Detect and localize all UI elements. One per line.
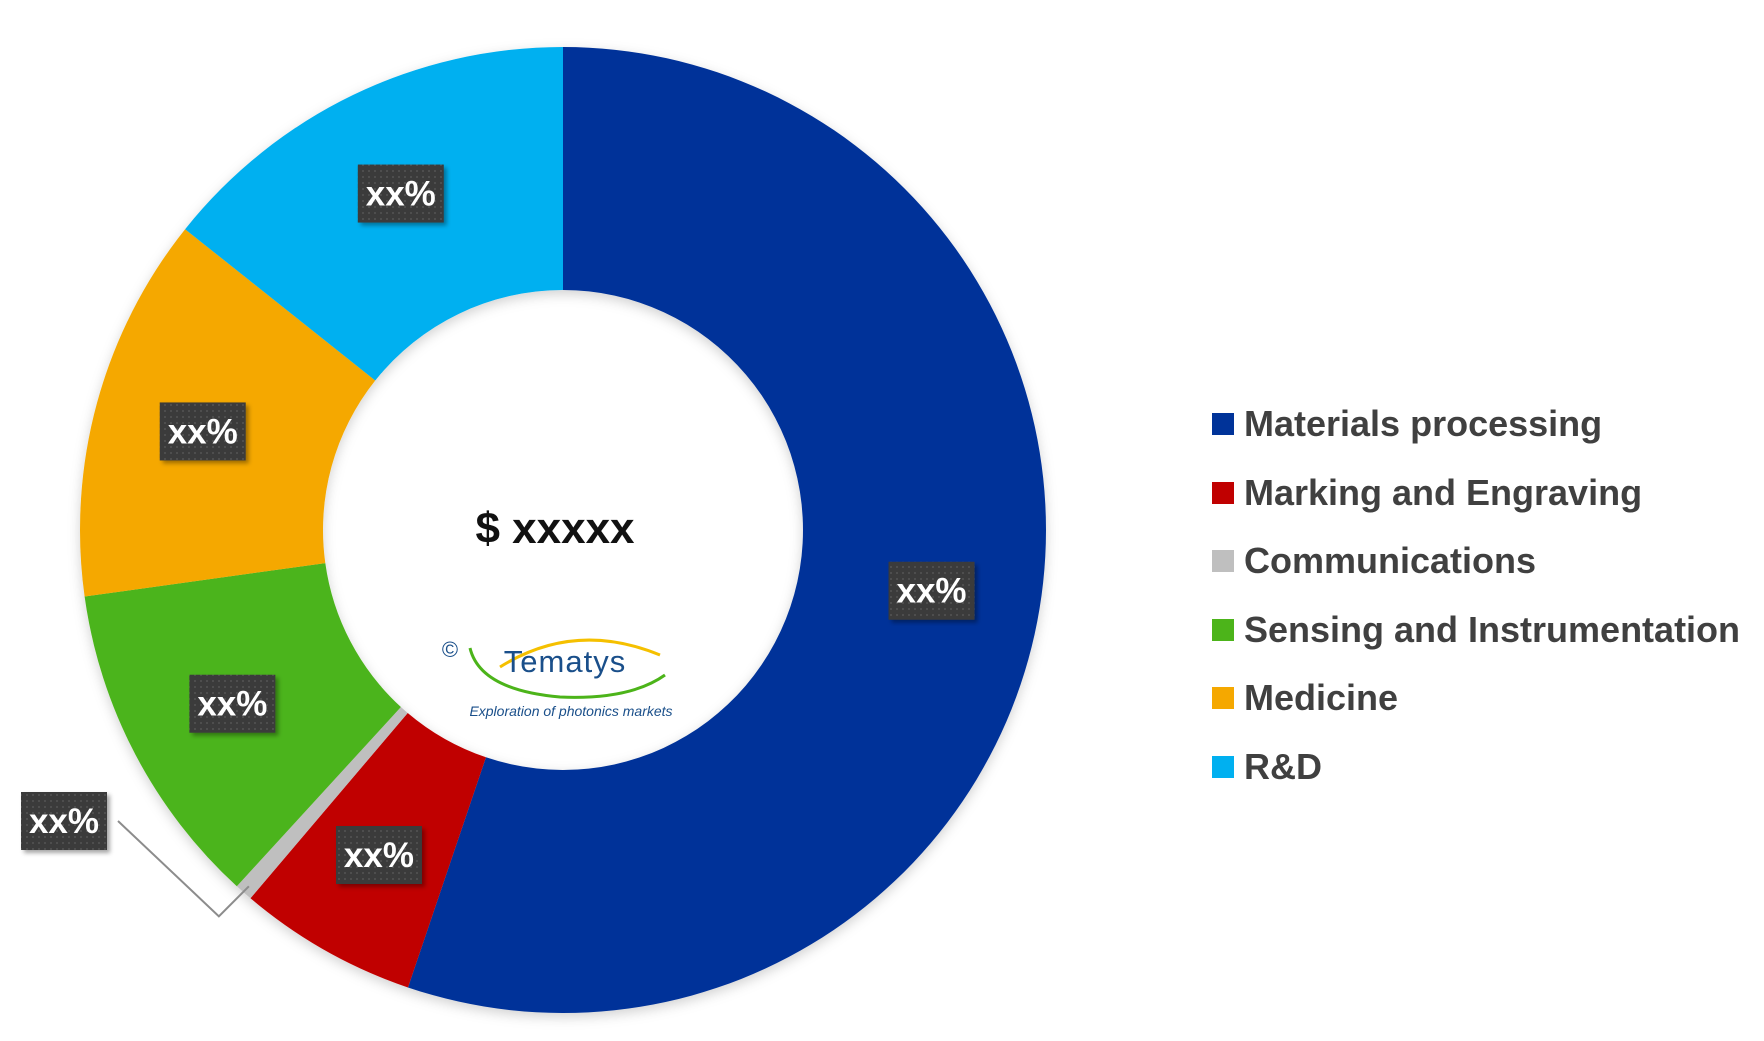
leader-lines: [117, 820, 250, 918]
logo-swoosh-yellow: [499, 638, 661, 669]
legend-swatch: [1212, 687, 1234, 710]
legend-label: Materials processing: [1244, 403, 1603, 445]
data-label-text: xx%: [896, 572, 966, 611]
data-label-box: [335, 826, 422, 885]
legend-swatch: [1212, 481, 1234, 504]
data-label-sensing-and-instrumentation: xx%: [189, 674, 276, 733]
data-label-marking-and-engraving: xx%: [335, 826, 422, 885]
legend-item: Sensing and Instrumentation: [1212, 596, 1740, 665]
center-total: $ xxxxx: [475, 504, 635, 553]
leader-line: [117, 820, 250, 918]
legend: Materials processing Marking and Engravin…: [1212, 390, 1740, 801]
data-label-box: [888, 561, 975, 620]
legend-label: Communications: [1244, 540, 1537, 582]
logo-wordmark: Tematys: [504, 644, 626, 679]
data-label-text: xx%: [344, 836, 414, 875]
legend-swatch: [1212, 755, 1234, 778]
data-labels: xx% xx% xx% xx% xx% xx%: [21, 164, 975, 885]
legend-swatch: [1212, 618, 1234, 641]
slice-communications: [236, 707, 408, 899]
legend-swatch: [1212, 413, 1234, 436]
data-label-box: [21, 792, 107, 850]
data-label-box: [159, 402, 246, 461]
legend-swatch: [1212, 550, 1234, 573]
legend-item: Materials processing: [1212, 390, 1740, 459]
legend-item: Communications: [1212, 527, 1740, 596]
tematys-logo: © Tematys Exploration of photonics marke…: [442, 637, 673, 719]
data-label-r-d: xx%: [357, 164, 444, 223]
logo-swoosh-green: [468, 647, 666, 699]
data-label-text: xx%: [29, 802, 99, 841]
slice-materials-processing: [407, 47, 1046, 1013]
data-label-communications: xx%: [21, 792, 107, 850]
legend-item: Marking and Engraving: [1212, 459, 1740, 528]
legend-label: Marking and Engraving: [1244, 471, 1643, 513]
data-label-box: [189, 674, 276, 733]
legend-label: Sensing and Instrumentation: [1244, 608, 1741, 650]
data-label-box: [357, 164, 444, 223]
data-label-medicine: xx%: [159, 402, 246, 461]
copyright-symbol: ©: [442, 637, 458, 662]
logo-tagline: Exploration of photonics markets: [469, 703, 672, 719]
legend-label: Medicine: [1244, 677, 1399, 719]
data-label-text: xx%: [168, 412, 238, 451]
data-label-materials-processing: xx%: [888, 561, 975, 620]
data-label-text: xx%: [366, 175, 436, 214]
legend-item: Medicine: [1212, 664, 1740, 733]
data-label-text: xx%: [197, 685, 267, 724]
legend-label: R&D: [1244, 745, 1322, 787]
legend-item: R&D: [1212, 733, 1740, 802]
